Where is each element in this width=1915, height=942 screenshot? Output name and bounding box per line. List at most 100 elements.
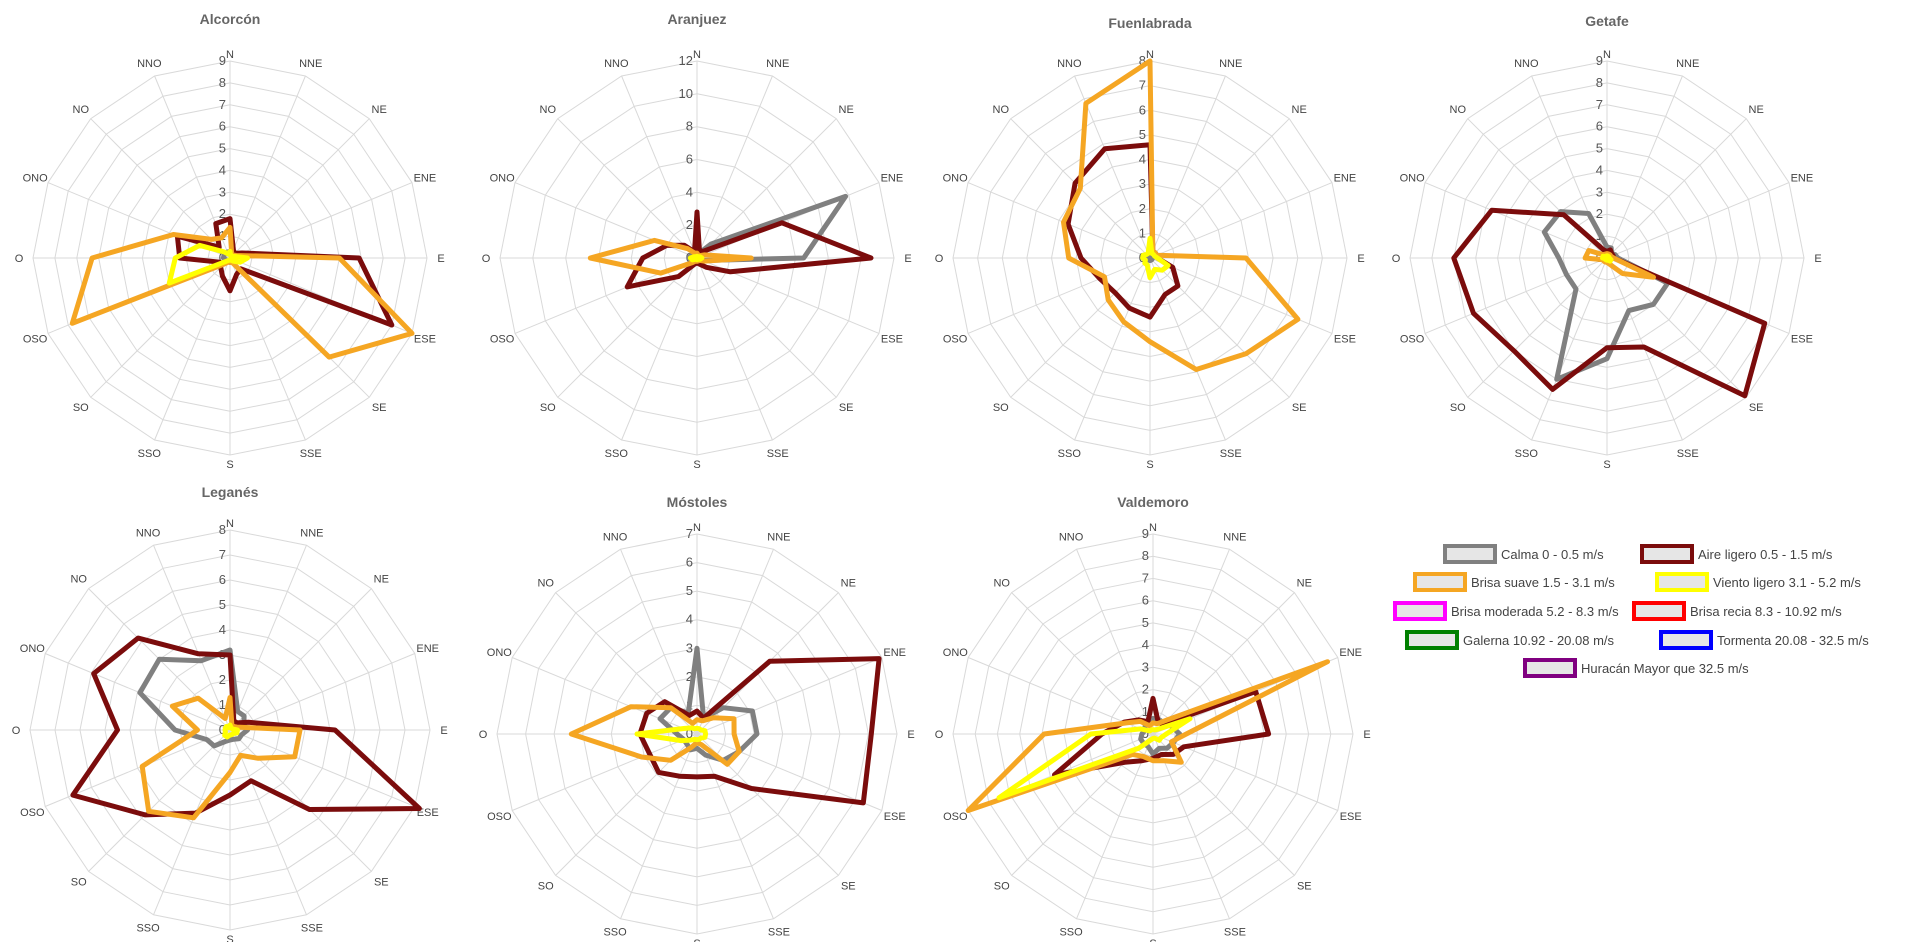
legend-item-calma-0[interactable]: Calma 0 - 0.5 m/s	[1443, 544, 1604, 564]
legend-item-brisa-suave[interactable]: Brisa suave 1.5 - 3.1 m/s	[1413, 572, 1615, 592]
direction-label-sse: SSE	[1220, 448, 1242, 460]
spoke	[1152, 733, 1230, 919]
tick-label: 7	[1596, 97, 1603, 112]
legend-item-viento-ligero[interactable]: Viento ligero 3.1 - 5.2 m/s	[1655, 572, 1861, 592]
direction-label-sse: SSE	[300, 448, 322, 460]
legend-label: Calma 0 - 0.5 m/s	[1501, 547, 1604, 562]
tick-label: 5	[219, 597, 226, 612]
legend-swatch	[1640, 544, 1694, 564]
direction-label-no: NO	[1450, 104, 1467, 116]
spoke	[1152, 733, 1338, 811]
spoke	[1152, 592, 1295, 735]
direction-label-s: S	[226, 459, 233, 471]
tick-label: 8	[686, 119, 693, 134]
direction-label-nne: NNE	[300, 527, 323, 539]
tick-label: 9	[1596, 53, 1603, 68]
spoke	[1606, 118, 1747, 259]
legend-label: Brisa moderada 5.2 - 8.3 m/s	[1451, 604, 1619, 619]
legend-item-tormenta-20-08[interactable]: Tormenta 20.08 - 32.5 m/s	[1659, 630, 1869, 650]
direction-label-nno: NNO	[1059, 531, 1084, 543]
tick-label: 6	[686, 152, 693, 167]
series-viento-ligero	[222, 722, 240, 740]
legend-swatch	[1413, 572, 1467, 592]
tick-label: 0	[686, 726, 693, 741]
direction-label-e: E	[440, 725, 447, 737]
direction-label-n: N	[693, 49, 701, 61]
direction-label-s: S	[1603, 459, 1610, 471]
tick-label: 2	[686, 217, 693, 232]
spoke	[1149, 257, 1333, 334]
series-viento-ligero	[687, 253, 705, 263]
direction-label-ene: ENE	[416, 643, 439, 655]
direction-label-no: NO	[993, 578, 1010, 590]
legend-label: Galerna 10.92 - 20.08 m/s	[1463, 633, 1615, 648]
wind-rose-mostoles: 01234567NNNENEENEEESESESSESSSOSOOSOOONON…	[479, 494, 915, 942]
legend-swatch	[1655, 572, 1709, 592]
legend-item-aire-ligero[interactable]: Aire ligero 0.5 - 1.5 m/s	[1640, 544, 1833, 564]
direction-label-sse: SSE	[768, 927, 790, 939]
direction-label-ne: NE	[1297, 578, 1312, 590]
direction-label-oso: OSO	[1400, 334, 1425, 346]
direction-label-ne: NE	[1292, 104, 1307, 116]
direction-label-ono: ONO	[23, 172, 49, 184]
direction-label-sso: SSO	[136, 923, 160, 935]
spoke	[229, 75, 306, 259]
direction-label-ese: ESE	[884, 811, 906, 823]
direction-label-ene: ENE	[414, 172, 437, 184]
spoke	[229, 653, 415, 731]
spoke	[512, 733, 698, 811]
direction-label-nne: NNE	[299, 58, 322, 70]
legend-item-huracan-mayor[interactable]: Huracán Mayor que 32.5 m/s	[1523, 658, 1749, 678]
direction-label-ono: ONO	[943, 172, 969, 184]
legend-swatch	[1393, 601, 1447, 621]
tick-label: 6	[1139, 102, 1146, 117]
direction-label-so: SO	[538, 880, 554, 892]
chart-title: Leganés	[202, 484, 259, 500]
direction-label-o: O	[935, 729, 944, 741]
tick-label: 2	[1139, 201, 1146, 216]
direction-label-ese: ESE	[1340, 811, 1362, 823]
spoke	[229, 257, 306, 441]
tick-label: 3	[1142, 659, 1149, 674]
legend-item-galerna-10-92[interactable]: Galerna 10.92 - 20.08 m/s	[1405, 630, 1615, 650]
tick-label: 7	[219, 97, 226, 112]
spoke	[967, 182, 1151, 259]
spoke	[557, 118, 698, 259]
tick-label: 3	[219, 184, 226, 199]
direction-label-o: O	[935, 253, 944, 265]
direction-label-se: SE	[1297, 880, 1312, 892]
tick-label: 12	[679, 53, 693, 68]
direction-label-se: SE	[1749, 402, 1764, 414]
spoke	[696, 657, 882, 735]
direction-label-ono: ONO	[20, 643, 46, 655]
direction-label-ese: ESE	[417, 807, 439, 819]
spoke	[229, 545, 307, 731]
legend-swatch	[1443, 544, 1497, 564]
chart-title: Móstoles	[667, 494, 728, 510]
direction-label-ese: ESE	[1791, 334, 1813, 346]
spoke	[229, 588, 372, 731]
chart-title: Valdemoro	[1117, 494, 1189, 510]
legend-item-brisa-moderada[interactable]: Brisa moderada 5.2 - 8.3 m/s	[1393, 601, 1619, 621]
tick-label: 2	[1596, 206, 1603, 221]
spoke	[90, 257, 231, 398]
direction-label-se: SE	[839, 402, 854, 414]
direction-label-ono: ONO	[1400, 172, 1426, 184]
direction-label-sse: SSE	[767, 448, 789, 460]
direction-label-nne: NNE	[1223, 531, 1246, 543]
spoke	[153, 729, 231, 915]
spoke	[557, 257, 698, 398]
spoke	[621, 75, 698, 259]
tick-label: 4	[686, 612, 693, 627]
direction-label-se: SE	[1292, 402, 1307, 414]
tick-label: 2	[219, 672, 226, 687]
legend-item-brisa-recia[interactable]: Brisa recia 8.3 - 10.92 m/s	[1632, 601, 1842, 621]
spoke	[1074, 257, 1151, 441]
spoke	[696, 75, 773, 259]
direction-label-e: E	[1363, 729, 1370, 741]
direction-label-nne: NNE	[767, 531, 790, 543]
tick-label: 7	[1142, 570, 1149, 585]
direction-label-oso: OSO	[490, 334, 515, 346]
